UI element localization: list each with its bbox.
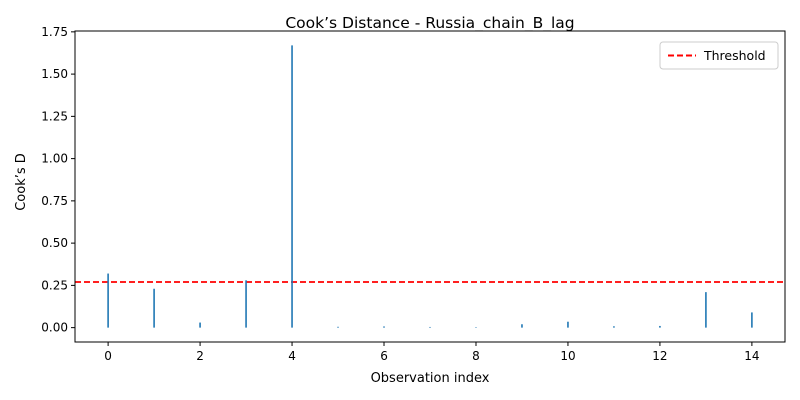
- y-tick-label: 1.00: [41, 152, 68, 166]
- legend-threshold-label: Threshold: [703, 48, 766, 63]
- legend: Threshold: [659, 41, 779, 70]
- plot-area: [74, 30, 786, 343]
- legend-box: [659, 41, 779, 70]
- y-axis-label: Cook’s D: [14, 153, 29, 211]
- x-tick-label: 4: [288, 349, 296, 363]
- y-tick-label: 1.50: [41, 67, 68, 81]
- y-tick-label: 1.75: [41, 25, 68, 39]
- y-tick-label: 0.25: [41, 278, 68, 292]
- y-tick-label: 0.00: [41, 321, 68, 335]
- x-tick-label: 0: [104, 349, 112, 363]
- axes-frame: [74, 30, 786, 343]
- y-axis-ticks: 0.00 0.25 0.50 0.75 1.00 1.25 1.50 1.75: [41, 25, 75, 335]
- x-axis-label: Observation index: [371, 371, 490, 386]
- x-tick-label: 12: [652, 349, 667, 363]
- x-tick-label: 10: [560, 349, 575, 363]
- stems-layer: [107, 45, 753, 328]
- y-tick-label: 1.25: [41, 109, 68, 123]
- chart-title: Cook’s Distance - Russia_chain_B_lag: [285, 14, 574, 33]
- y-tick-label: 0.75: [41, 194, 68, 208]
- x-tick-label: 8: [472, 349, 480, 363]
- x-tick-label: 14: [744, 349, 759, 363]
- x-tick-label: 6: [380, 349, 388, 363]
- x-tick-label: 2: [196, 349, 204, 363]
- y-tick-label: 0.50: [41, 236, 68, 250]
- x-axis-ticks: 0 2 4 6 8 10 12 14: [104, 342, 760, 363]
